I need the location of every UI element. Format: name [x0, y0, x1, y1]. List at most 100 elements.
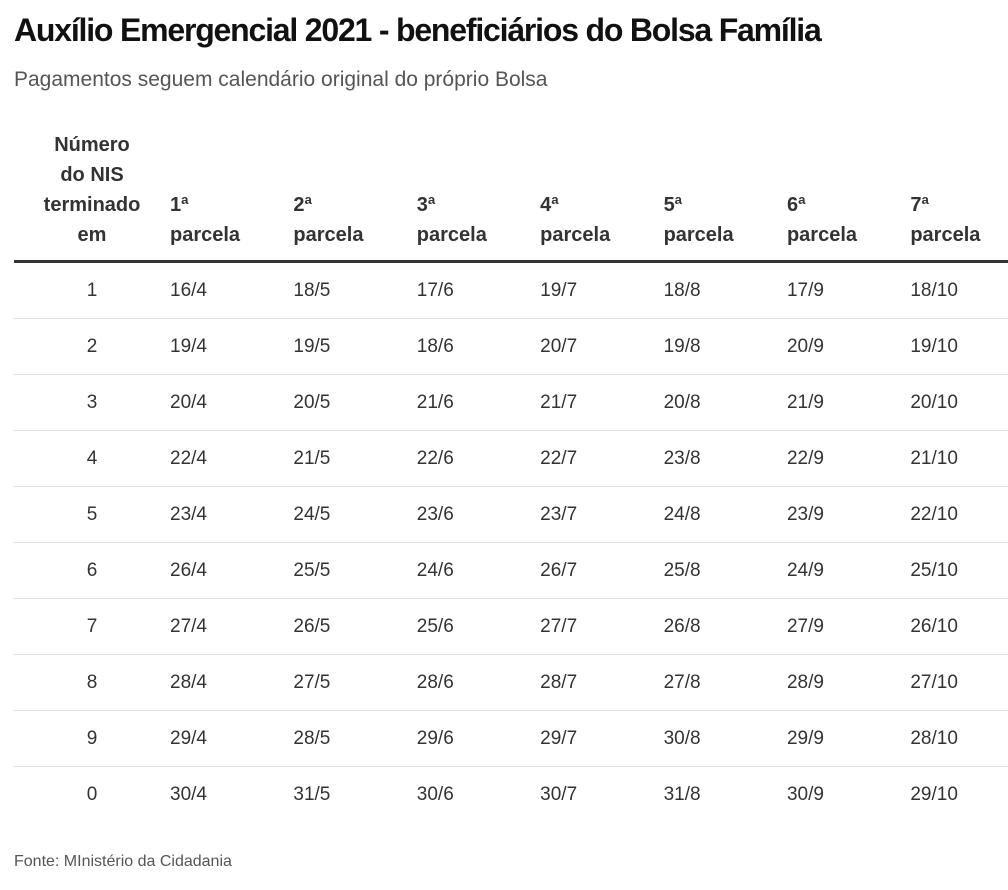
payment-date-cell: 20/8 [663, 374, 787, 431]
table-row: 1 16/4 18/5 17/6 19/7 18/8 17/9 18/10 [14, 261, 1008, 319]
nis-ending-cell: 1 [14, 261, 170, 319]
payment-date-cell: 29/10 [910, 783, 958, 805]
payment-date-cell: 28/5 [293, 710, 417, 767]
payment-date-cell: 28/6 [416, 654, 541, 711]
table-row: 7 27/4 26/5 25/6 27/7 26/8 27/9 26/10 [14, 598, 1008, 655]
payment-date-cell: 18/6 [416, 318, 541, 375]
table-row: 5 23/4 24/5 23/6 23/7 24/8 23/9 22/10 [14, 486, 1008, 543]
payment-date-cell: 23/8 [663, 430, 787, 487]
payment-calendar-table: Número do NIS terminado em 1ª parcela 2ª pa… [14, 130, 1008, 822]
payment-date-cell: 24/9 [786, 542, 911, 599]
payment-date-cell: 22/9 [786, 430, 911, 487]
payment-date-cell: 22/7 [540, 430, 664, 487]
installment-label: parcela [170, 224, 241, 246]
installment-label: parcela [293, 224, 364, 246]
installment-column-header: 1ª parcela [170, 130, 294, 263]
installment-column-header: 6ª parcela [786, 130, 911, 263]
payment-date-cell: 20/7 [540, 318, 664, 375]
payment-date-cell: 19/10 [910, 318, 1008, 375]
payment-date-cell: 22/6 [416, 430, 541, 487]
installment-ordinal: 6ª [786, 194, 806, 216]
payment-date-cell: 23/4 [170, 486, 294, 543]
installment-label: parcela [540, 224, 611, 246]
payment-date-cell: 29/4 [170, 710, 294, 767]
payment-date-cell: 27/5 [293, 654, 417, 711]
payment-date-cell: 25/6 [416, 598, 541, 655]
installment-column-header: 4ª parcela [540, 130, 664, 263]
table-row: 0 30/4 31/5 30/6 30/7 31/8 30/9 29/10 [14, 767, 1008, 823]
payment-date-cell: 31/8 [663, 783, 701, 805]
payment-date-cell: 23/9 [786, 486, 911, 543]
nis-ending-cell: 0 [86, 783, 98, 805]
payment-date-cell: 30/8 [663, 710, 787, 767]
payment-date-cell: 19/4 [170, 318, 294, 375]
page-title: Auxílio Emergencial 2021 - beneficiários… [14, 12, 822, 48]
payment-date-cell: 30/7 [540, 783, 578, 805]
installment-ordinal: 5ª [663, 194, 683, 216]
installment-ordinal: 3ª [416, 194, 436, 216]
installment-column-header: 5ª parcela [663, 130, 787, 263]
installment-ordinal: 1ª [170, 194, 189, 216]
payment-date-cell: 18/10 [910, 261, 1008, 319]
payment-date-cell: 17/6 [416, 261, 541, 319]
payment-date-cell: 27/8 [663, 654, 787, 711]
payment-date-cell: 19/5 [293, 318, 417, 375]
payment-date-cell: 29/9 [786, 710, 911, 767]
payment-date-cell: 20/9 [786, 318, 911, 375]
installment-ordinal: 2ª [293, 194, 312, 216]
payment-date-cell: 28/4 [170, 654, 294, 711]
payment-date-cell: 26/5 [293, 598, 417, 655]
nis-ending-cell: 7 [14, 598, 170, 655]
payment-date-cell: 30/4 [170, 783, 207, 805]
installment-column-header: 7ª parcela [910, 130, 1008, 263]
installment-label: parcela [910, 224, 981, 246]
payment-date-cell: 19/7 [540, 261, 664, 319]
payment-date-cell: 30/6 [416, 783, 454, 805]
payment-date-cell: 19/8 [663, 318, 787, 375]
payment-date-cell: 27/9 [786, 598, 911, 655]
payment-date-cell: 21/9 [786, 374, 911, 431]
installment-column-header: 2ª parcela [293, 130, 417, 263]
nis-header-line: Número [54, 134, 130, 156]
payment-calendar-table-container: Número do NIS terminado em 1ª parcela 2ª pa… [14, 130, 1008, 822]
payment-date-cell: 27/7 [540, 598, 664, 655]
payment-date-cell: 17/9 [786, 261, 911, 319]
installment-label: parcela [416, 224, 487, 246]
nis-ending-cell: 9 [14, 710, 170, 767]
payment-date-cell: 31/5 [293, 783, 331, 805]
nis-ending-cell: 8 [14, 654, 170, 711]
source-note: Fonte: MInistério da Cidadania [14, 853, 232, 870]
nis-ending-cell: 6 [14, 542, 170, 599]
nis-header-line: em [77, 224, 107, 246]
payment-date-cell: 25/5 [293, 542, 417, 599]
payment-date-cell: 25/8 [663, 542, 787, 599]
table-header: Número do NIS terminado em 1ª parcela 2ª pa… [14, 130, 1008, 263]
payment-date-cell: 18/5 [293, 261, 417, 319]
payment-date-cell: 23/6 [416, 486, 541, 543]
nis-header-line: terminado [43, 194, 141, 216]
payment-date-cell: 27/10 [910, 654, 1008, 711]
payment-date-cell: 20/4 [170, 374, 294, 431]
nis-ending-cell: 2 [14, 318, 170, 375]
payment-date-cell: 26/4 [170, 542, 294, 599]
nis-ending-cell: 4 [14, 430, 170, 487]
payment-date-cell: 22/10 [910, 486, 1008, 543]
page-subtitle: Pagamentos seguem calendário original do… [14, 68, 548, 91]
payment-date-cell: 25/10 [910, 542, 1008, 599]
payment-date-cell: 18/8 [663, 261, 787, 319]
payment-date-cell: 28/9 [786, 654, 911, 711]
header-row: Número do NIS terminado em 1ª parcela 2ª pa… [14, 130, 1008, 263]
payment-date-cell: 22/4 [170, 430, 294, 487]
nis-ending-cell: 3 [14, 374, 170, 431]
payment-date-cell: 21/10 [910, 430, 1008, 487]
payment-date-cell: 29/7 [540, 710, 664, 767]
installment-label: parcela [663, 224, 734, 246]
table-row: 9 29/4 28/5 29/6 29/7 30/8 29/9 28/10 [14, 710, 1008, 767]
installment-ordinal: 4ª [540, 194, 559, 216]
payment-date-cell: 20/5 [293, 374, 417, 431]
nis-header-line: do NIS [60, 164, 124, 186]
payment-date-cell: 23/7 [540, 486, 664, 543]
nis-ending-cell: 5 [14, 486, 170, 543]
payment-date-cell: 28/7 [540, 654, 664, 711]
payment-date-cell: 27/4 [170, 598, 294, 655]
